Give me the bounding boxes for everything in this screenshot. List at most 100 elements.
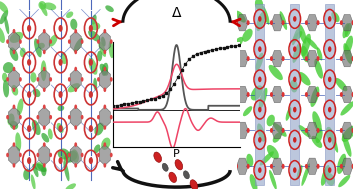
Circle shape [282,128,285,133]
Circle shape [49,77,52,82]
Ellipse shape [41,133,49,143]
Circle shape [352,128,353,133]
Ellipse shape [88,30,101,42]
Circle shape [43,67,46,71]
Text: Δ: Δ [172,6,181,20]
Ellipse shape [331,12,340,22]
Circle shape [74,29,77,33]
Circle shape [247,128,250,133]
Ellipse shape [20,48,26,57]
Polygon shape [99,69,110,90]
Ellipse shape [190,180,198,189]
Ellipse shape [301,163,310,186]
Ellipse shape [310,87,319,107]
Ellipse shape [183,171,190,179]
Ellipse shape [298,72,311,86]
Ellipse shape [259,88,268,109]
Circle shape [43,105,46,109]
Circle shape [103,125,106,130]
Circle shape [340,20,343,25]
Circle shape [13,88,16,92]
Ellipse shape [64,151,77,163]
Circle shape [328,107,331,112]
Circle shape [6,153,9,157]
Ellipse shape [299,125,311,138]
Circle shape [247,164,250,169]
Ellipse shape [301,46,309,62]
Circle shape [305,128,308,133]
Circle shape [89,91,93,98]
Circle shape [97,77,100,82]
Ellipse shape [3,80,9,98]
Circle shape [340,128,343,133]
Circle shape [13,67,16,71]
Ellipse shape [169,172,176,183]
Circle shape [59,25,63,32]
Ellipse shape [4,16,9,34]
Circle shape [97,153,100,157]
Circle shape [68,153,71,157]
Ellipse shape [58,105,64,111]
Ellipse shape [257,123,265,142]
Circle shape [13,29,16,33]
Ellipse shape [101,138,110,150]
Polygon shape [306,122,318,139]
Circle shape [74,67,77,71]
Circle shape [328,137,331,143]
Circle shape [59,91,63,98]
Circle shape [352,20,353,25]
Circle shape [270,164,273,169]
Polygon shape [271,122,283,139]
Circle shape [103,67,106,71]
Ellipse shape [325,173,335,186]
Ellipse shape [7,113,14,125]
Ellipse shape [10,32,23,43]
Polygon shape [70,107,81,128]
Ellipse shape [41,60,47,81]
Circle shape [43,50,46,54]
Circle shape [103,163,106,168]
Circle shape [305,92,308,97]
Ellipse shape [342,134,352,157]
Ellipse shape [71,149,79,163]
Circle shape [19,77,22,82]
Ellipse shape [97,51,102,61]
Ellipse shape [23,169,30,180]
Ellipse shape [342,126,353,142]
Circle shape [328,77,331,82]
Ellipse shape [292,28,299,45]
Circle shape [74,50,77,54]
Polygon shape [70,31,81,52]
Circle shape [340,164,343,169]
Ellipse shape [326,127,333,140]
Circle shape [247,20,250,25]
Ellipse shape [262,6,269,25]
Polygon shape [341,158,353,174]
Ellipse shape [162,163,168,171]
Ellipse shape [269,170,277,189]
Ellipse shape [105,5,114,12]
Circle shape [258,167,262,173]
Circle shape [282,56,285,61]
Circle shape [49,115,52,119]
Ellipse shape [297,165,303,180]
Circle shape [258,137,262,143]
Ellipse shape [41,166,46,176]
Ellipse shape [89,57,97,75]
Circle shape [81,39,84,44]
Circle shape [49,153,52,157]
Circle shape [352,164,353,169]
Circle shape [43,125,46,130]
Circle shape [352,92,353,97]
Circle shape [235,20,238,25]
Circle shape [328,16,331,22]
Ellipse shape [48,129,53,139]
Bar [290,4,299,185]
Ellipse shape [335,78,347,91]
Circle shape [59,125,63,132]
Circle shape [27,59,31,66]
Circle shape [305,56,308,61]
Polygon shape [271,86,283,103]
Circle shape [293,46,297,52]
Polygon shape [99,107,110,128]
